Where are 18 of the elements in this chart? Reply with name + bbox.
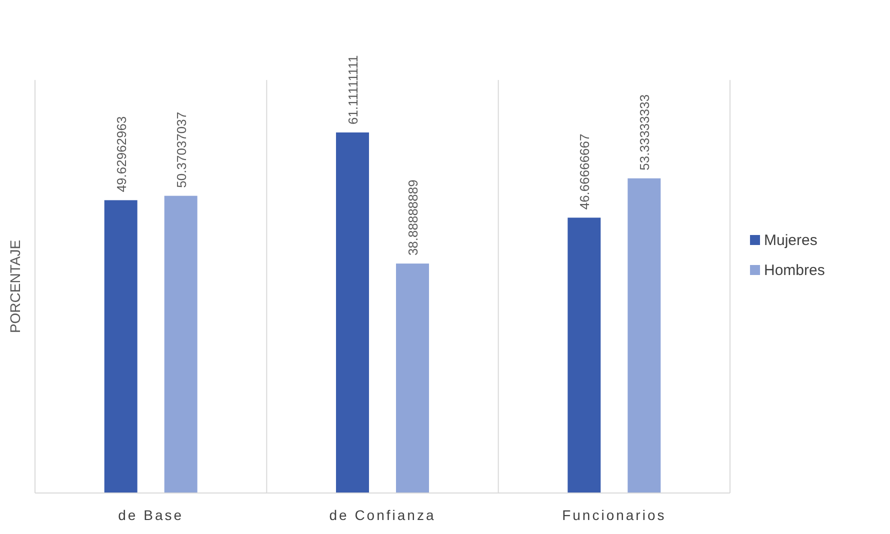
data-label: 53.33333333	[637, 94, 652, 170]
data-label: 61.11111111	[346, 55, 360, 124]
bar	[396, 264, 429, 493]
data-label: 50.37037037	[174, 112, 189, 188]
data-label: 49.62962963	[114, 116, 129, 192]
legend-label: Mujeres	[764, 232, 818, 249]
legend-label: Hombres	[764, 262, 825, 279]
bar	[628, 178, 661, 493]
y-axis-title: PORCENTAJE	[7, 240, 23, 334]
bar	[336, 132, 369, 493]
x-tick-label: de Base	[118, 507, 184, 523]
x-tick-label: Funcionarios	[562, 507, 666, 523]
data-label: 38.88888889	[406, 180, 420, 256]
bar	[568, 218, 601, 493]
data-label: 46.66666667	[577, 134, 592, 210]
bar	[164, 196, 198, 493]
x-tick-label: de Confianza	[329, 507, 436, 523]
bar	[104, 200, 138, 493]
